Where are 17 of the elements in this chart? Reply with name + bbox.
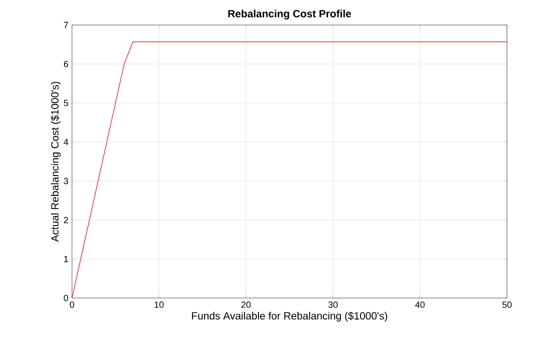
y-tick-label: 3	[64, 178, 68, 184]
y-tick-label: 7	[64, 22, 68, 28]
y-tick-label: 6	[64, 60, 68, 68]
y-tick-label: 1	[64, 256, 68, 262]
y-tick-label: 2	[64, 216, 68, 224]
x-tick-label: 0	[70, 302, 74, 308]
x-axis-title: Funds Available for Rebalancing ($1000's)	[192, 312, 388, 322]
x-tick-label: 10	[154, 302, 164, 308]
y-tick-label: 0	[64, 294, 68, 302]
y-axis-title: Actual Rebalancing Cost ($1000's)	[50, 82, 61, 242]
x-tick-label: 20	[241, 302, 251, 308]
x-tick-label: 30	[328, 302, 338, 308]
x-tick-label: 50	[502, 302, 512, 308]
chart-title: Rebalancing Cost Profile	[228, 10, 352, 20]
y-tick-label: 5	[64, 100, 68, 106]
x-tick-label: 40	[415, 302, 425, 308]
y-tick-label: 4	[64, 138, 68, 146]
